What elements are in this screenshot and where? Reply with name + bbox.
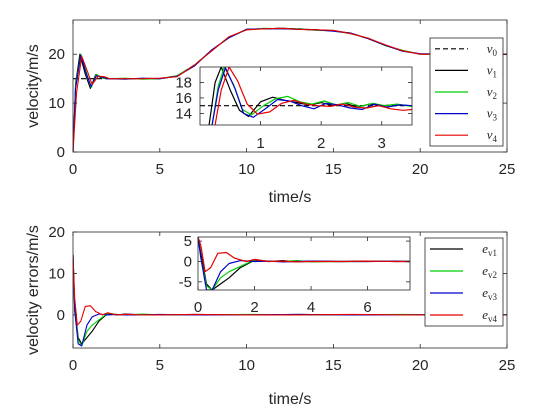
legend-entry-symbol: e	[482, 263, 488, 278]
velocity-inset-xtick-label: 3	[378, 135, 386, 152]
errors-inset-ytick-label: 0	[184, 253, 192, 270]
errors-main-ytick-label: 0	[57, 307, 65, 324]
errors-main-xtick-label: 0	[69, 357, 77, 374]
velocity-xlabel: time/s	[269, 189, 312, 206]
velocity-main-series-v4	[73, 27, 507, 152]
legend-entry-subscript: v4	[488, 314, 498, 324]
velocity-inset-series-group	[200, 67, 412, 125]
velocity-inset-frame	[199, 66, 413, 126]
velocity-inset-xtick-label: 1	[256, 135, 264, 152]
legend-entry-subscript: v2	[488, 270, 497, 280]
errors-inset-xtick-label: 0	[194, 299, 202, 316]
legend-entry-symbol: v	[487, 84, 493, 99]
velocity-inset-xtick-label: 2	[317, 135, 325, 152]
legend-entry-v3: v3	[487, 106, 498, 123]
legend-entry-subscript: v3	[488, 292, 498, 302]
legend-box	[424, 237, 504, 327]
velocity-main-xtick-label: 20	[412, 161, 429, 178]
legend-entry-symbol: e	[482, 285, 488, 300]
legend-entry-subscript: 2	[493, 91, 498, 101]
errors-inset-xtick-label: 4	[307, 299, 315, 316]
errors-main-series-v4	[73, 254, 507, 326]
velocity-inset-series-v3	[211, 67, 412, 125]
velocity-inset-background	[200, 67, 412, 125]
legend-entry-v1: v1	[487, 62, 497, 79]
velocity-inset-series-v4	[214, 67, 412, 125]
velocity-main-ytick-label: 10	[48, 95, 65, 112]
errors-main-xtick-label: 25	[499, 357, 516, 374]
velocity-main-xtick-label: 25	[499, 161, 516, 178]
errors-main-ytick-label: 10	[48, 265, 65, 282]
legend-entry-v3: ev3	[482, 285, 497, 302]
legend-entry-subscript: v1	[488, 248, 497, 258]
errors-inset-series-group	[198, 237, 410, 290]
legend-entry-subscript: 3	[493, 113, 498, 123]
legend-entry-symbol: v	[487, 106, 493, 121]
errors-inset-xtick-label: 6	[363, 299, 371, 316]
velocity-inset-ytick-label: 18	[175, 74, 192, 91]
legend-entry-symbol: e	[482, 307, 488, 322]
errors-inset-xtick-label: 2	[250, 299, 258, 316]
velocity-main-frame	[72, 19, 508, 153]
legend-entry-subscript: 1	[493, 69, 498, 79]
velocity-inset-ytick-label: 16	[175, 90, 192, 107]
errors-ylabel: velocity errors/m/s	[25, 225, 42, 355]
errors-main-frame	[72, 231, 508, 349]
legend-entry-v2: v2	[487, 84, 497, 101]
errors-main-xtick-label: 20	[412, 357, 429, 374]
velocity-main-ytick-label: 0	[57, 144, 65, 161]
legend-entry-subscript: 4	[493, 134, 498, 144]
legend-entry-subscript: 0	[493, 48, 498, 58]
legend-entry-v1: ev1	[482, 241, 497, 258]
legend-entry-v4: v4	[487, 127, 498, 144]
errors-inset-background	[198, 237, 410, 290]
errors-main-series-group	[73, 254, 507, 347]
velocity-main-xtick-label: 5	[156, 161, 164, 178]
velocity-ylabel: velocity/m/s	[25, 44, 42, 128]
errors-inset-ytick-label: -5	[179, 274, 192, 291]
errors-inset-series-v4	[198, 237, 410, 273]
legend-entry-symbol: v	[487, 127, 493, 142]
legend-entry-v4: ev4	[482, 307, 497, 324]
errors-xlabel: time/s	[269, 391, 312, 408]
legend-entry-symbol: v	[487, 41, 493, 56]
velocity-inset-ytick-label: 14	[175, 105, 192, 122]
errors-main-xtick-label: 5	[156, 357, 164, 374]
legend-entry-v2: ev2	[482, 263, 497, 280]
errors-main-xtick-label: 10	[238, 357, 255, 374]
errors-inset-frame	[197, 236, 411, 291]
errors-main-ytick-label: 20	[48, 224, 65, 241]
legend-entry-symbol: v	[487, 62, 493, 77]
velocity-main-xtick-label: 0	[69, 161, 77, 178]
velocity-main-ytick-label: 20	[48, 46, 65, 63]
errors-inset: 0 2 4 6-505	[179, 233, 411, 316]
velocity-main-xtick-label: 15	[325, 161, 342, 178]
velocity-main-xtick-label: 10	[238, 161, 255, 178]
legend-entry-v0: v0	[487, 41, 498, 58]
errors-inset-ytick-label: 5	[184, 233, 192, 250]
errors-main-xtick-label: 15	[325, 357, 342, 374]
legend-entry-symbol: e	[482, 241, 488, 256]
velocity-main-series-group	[73, 27, 507, 152]
